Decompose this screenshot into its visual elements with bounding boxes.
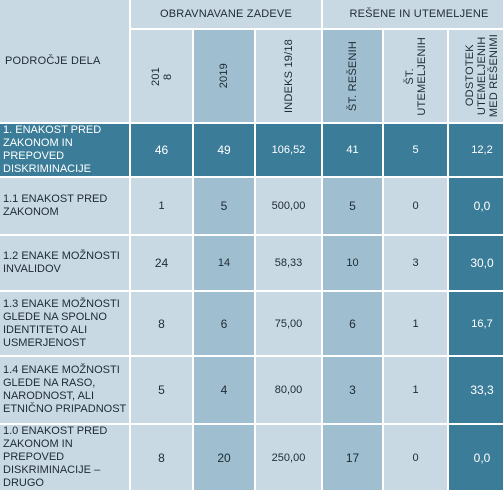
cell-resolved: 17 — [323, 425, 382, 490]
cell-2018: 1 — [131, 178, 192, 234]
cell-2019: 20 — [194, 425, 254, 490]
header-2018: 201 8 — [131, 30, 192, 122]
row-label: 1.4 ENAKE MOŽNOSTI GLEDE NA RASO, NARODN… — [0, 357, 129, 423]
cell-index: 250,00 — [256, 425, 321, 490]
header-index: INDEKS 19/18 — [256, 30, 321, 122]
row-label: 1. ENAKOST PRED ZAKONOM IN PREPOVED DISK… — [0, 124, 129, 176]
cell-percent: 30,0 — [449, 236, 503, 290]
cell-percent: 0,0 — [449, 425, 503, 490]
cell-justified: 3 — [384, 236, 447, 290]
cell-justified: 1 — [384, 357, 447, 423]
table-row: 1.0 ENAKOST PRED ZAKONOM IN PREPOVED DIS… — [0, 425, 503, 490]
cell-index: 80,00 — [256, 357, 321, 423]
cell-percent: 33,3 — [449, 357, 503, 423]
cell-2019: 14 — [194, 236, 254, 290]
cell-index: 500,00 — [256, 178, 321, 234]
cell-resolved: 41 — [323, 124, 382, 176]
cell-2018: 5 — [131, 357, 192, 423]
row-label: 1.1 ENAKOST PRED ZAKONOM — [0, 178, 129, 234]
cell-justified: 0 — [384, 178, 447, 234]
cell-2019: 5 — [194, 178, 254, 234]
header-group-handled: OBRAVNAVANE ZADEVE — [131, 0, 321, 28]
header-group-resolved: REŠENE IN UTEMELJENE — [323, 0, 503, 28]
cell-index: 75,00 — [256, 292, 321, 355]
table-row: 1.4 ENAKE MOŽNOSTI GLEDE NA RASO, NARODN… — [0, 357, 503, 423]
table-row: 1. ENAKOST PRED ZAKONOM IN PREPOVED DISK… — [0, 124, 503, 176]
cell-2018: 8 — [131, 292, 192, 355]
header-2019: 2019 — [194, 30, 254, 122]
cell-2018: 46 — [131, 124, 192, 176]
cell-2019: 49 — [194, 124, 254, 176]
cell-resolved: 3 — [323, 357, 382, 423]
row-label: 1.3 ENAKE MOŽNOSTI GLEDE NA SPOLNO IDENT… — [0, 292, 129, 355]
cell-resolved: 10 — [323, 236, 382, 290]
cell-justified: 0 — [384, 425, 447, 490]
header-percent: ODSTOTEK UTEMELJENIH MED REŠENIMI — [449, 30, 503, 122]
cell-justified: 5 — [384, 124, 447, 176]
table-row: 1.1 ENAKOST PRED ZAKONOM 1 5 500,00 5 0 … — [0, 178, 503, 234]
cell-2019: 6 — [194, 292, 254, 355]
table-row: 1.2 ENAKE MOŽNOSTI INVALIDOV 24 14 58,33… — [0, 236, 503, 290]
cell-2018: 8 — [131, 425, 192, 490]
header-area: PODROČJE DELA — [0, 0, 129, 122]
header-justified: ŠT. UTEMELJENIH — [384, 30, 447, 122]
row-label: 1.0 ENAKOST PRED ZAKONOM IN PREPOVED DIS… — [0, 425, 129, 490]
header-resolved: ŠT. REŠENIH — [323, 30, 382, 122]
cell-justified: 1 — [384, 292, 447, 355]
cell-resolved: 5 — [323, 178, 382, 234]
cell-percent: 16,7 — [449, 292, 503, 355]
cell-2019: 4 — [194, 357, 254, 423]
cell-2018: 24 — [131, 236, 192, 290]
cell-index: 106,52 — [256, 124, 321, 176]
cell-percent: 0,0 — [449, 178, 503, 234]
cell-percent: 12,2 — [449, 124, 503, 176]
table-row: 1.3 ENAKE MOŽNOSTI GLEDE NA SPOLNO IDENT… — [0, 292, 503, 355]
cell-index: 58,33 — [256, 236, 321, 290]
row-label: 1.2 ENAKE MOŽNOSTI INVALIDOV — [0, 236, 129, 290]
cell-resolved: 6 — [323, 292, 382, 355]
